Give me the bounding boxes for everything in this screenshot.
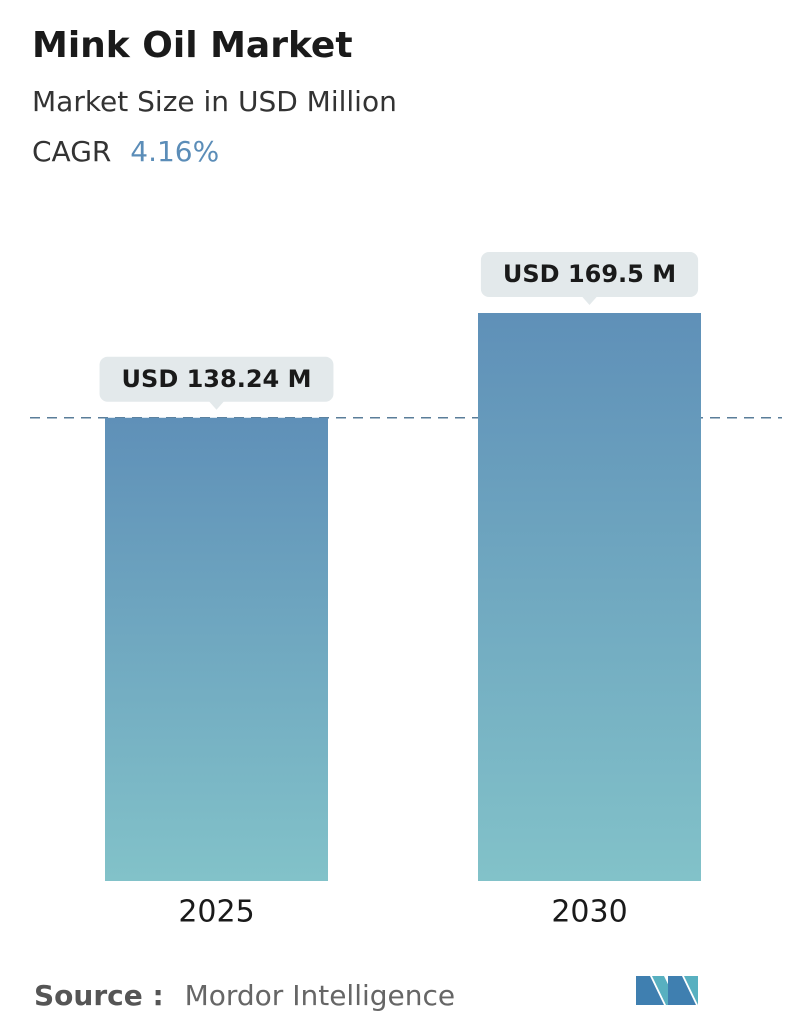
value-label: USD 169.5 M (503, 260, 676, 288)
cagr-value: 4.16% (130, 135, 219, 168)
chart-title: Mink Oil Market (32, 25, 353, 66)
value-label: USD 138.24 M (122, 365, 312, 393)
x-tick-label: 2030 (551, 895, 627, 930)
value-label-group: USD 138.24 M (99, 356, 334, 410)
bar (478, 313, 701, 881)
cagr: CAGR 4.16% (32, 135, 219, 168)
logo (636, 976, 698, 1005)
bar (105, 417, 328, 881)
source: Source : Mordor Intelligence (34, 979, 455, 1012)
chart-subtitle: Market Size in USD Million (32, 85, 397, 118)
value-label-pointer (581, 296, 598, 305)
value-label-box (99, 356, 334, 402)
plot: USD 138.24 M 2025 USD 169.5 M 2030 (30, 252, 782, 930)
source-label: Source : (34, 979, 164, 1012)
value-label-group: USD 169.5 M (480, 252, 699, 305)
cagr-label: CAGR (32, 135, 111, 168)
x-tick-label: 2025 (178, 895, 254, 930)
value-label-pointer (208, 400, 225, 410)
value-label-box (480, 252, 699, 297)
source-name: Mordor Intelligence (185, 979, 456, 1012)
